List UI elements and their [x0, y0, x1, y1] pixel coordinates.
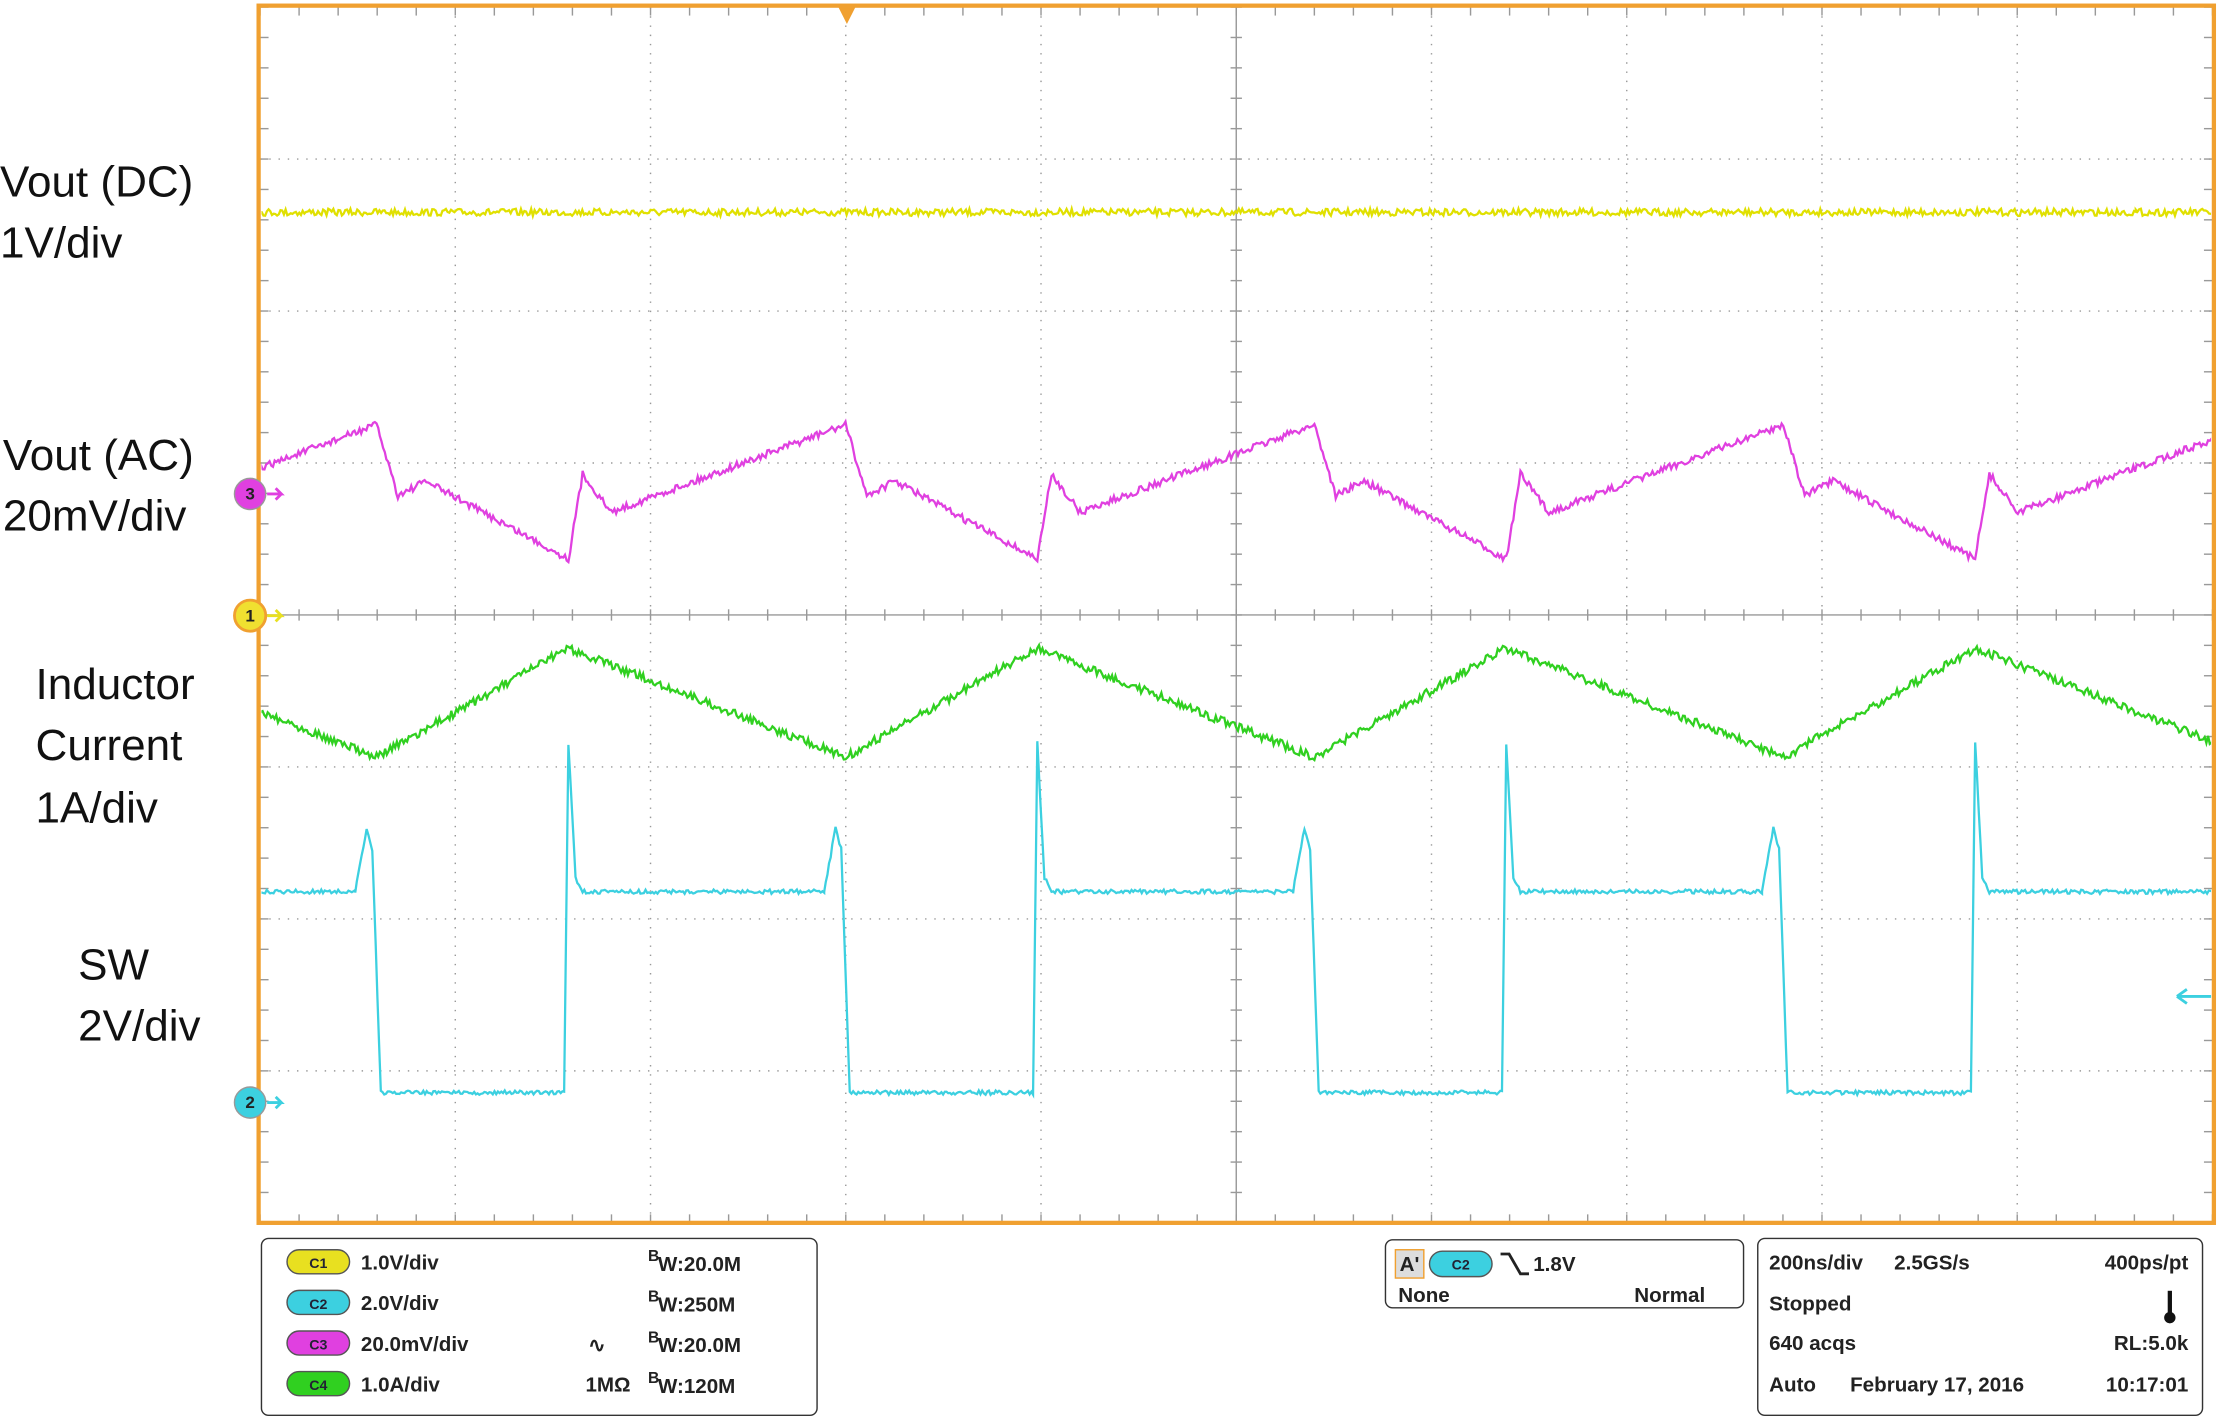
trace-inductor-current — [261, 642, 2212, 763]
channel-badge: C4 — [309, 1378, 327, 1394]
bandwidth-prefix: B — [648, 1329, 659, 1346]
trace-label: Inductor — [36, 660, 195, 709]
bandwidth-prefix: B — [648, 1370, 659, 1387]
marker-label: 3 — [245, 485, 254, 504]
bandwidth-prefix: B — [648, 1248, 659, 1265]
trigger-panel: A' C2 1.8V None Normal — [1384, 1239, 1745, 1309]
trace-scale: 1V/div — [0, 219, 122, 268]
channel-marker: 2 — [233, 1086, 285, 1119]
channel-bandwidth: W:20.0M — [658, 1253, 741, 1276]
trace-scale: 2V/div — [78, 1001, 200, 1050]
trace-label: Current — [36, 721, 183, 770]
acquisition-panel: 200ns/div 2.5GS/s 400ps/pt Stopped 640 a… — [1757, 1237, 2204, 1417]
trace-scale: 20mV/div — [3, 492, 187, 541]
trigger-badge: A' — [1400, 1253, 1420, 1276]
channel-badge-bg — [286, 1330, 351, 1356]
trace-vout-dc — [261, 204, 2212, 221]
channel-badge: C2 — [309, 1297, 327, 1313]
channel-badge-bg — [286, 1249, 351, 1275]
channel-badge: C1 — [309, 1256, 327, 1272]
trace-label: Vout (DC) — [0, 158, 193, 207]
marker-label: 2 — [245, 1093, 254, 1112]
trace-label: Vout (AC) — [3, 431, 194, 480]
channel-badge: C3 — [309, 1337, 327, 1353]
channel-bandwidth: W:250M — [658, 1294, 735, 1317]
trigger-mode: Auto — [1769, 1373, 1816, 1396]
acq-count: 640 acqs — [1769, 1332, 1856, 1355]
channel-impedance: 1MΩ — [585, 1373, 630, 1396]
channel-coupling: ∿ — [588, 1334, 605, 1357]
trigger-source: C2 — [1452, 1258, 1470, 1274]
trace-label: SW — [78, 940, 149, 989]
channel-scale: 2.0V/div — [361, 1292, 439, 1315]
channel-scale: 1.0A/div — [361, 1373, 441, 1396]
trigger-position — [838, 7, 856, 25]
channel-badge-bg — [286, 1289, 351, 1316]
marker-label: 1 — [245, 606, 254, 625]
trigger-level: 1.8V — [1533, 1253, 1576, 1276]
channel-badge-bg — [286, 1370, 351, 1397]
resolution: 400ps/pt — [2105, 1252, 2189, 1275]
time: 10:17:01 — [2106, 1373, 2188, 1396]
trigger-mode: Normal — [1634, 1284, 1705, 1307]
thermometer-icon — [2164, 1312, 2176, 1324]
channel-marker: 1 — [233, 598, 285, 633]
sample-rate: 2.5GS/s — [1894, 1252, 1970, 1275]
trigger-holdoff: None — [1398, 1284, 1449, 1307]
trace-sw — [261, 741, 2212, 1099]
waveforms — [261, 204, 2212, 1099]
channel-scale: 1.0V/div — [361, 1252, 439, 1275]
date: February 17, 2016 — [1850, 1373, 2024, 1396]
channel-marker: 3 — [233, 477, 285, 511]
bandwidth-prefix: B — [648, 1289, 659, 1306]
trace-scale: 1A/div — [36, 783, 158, 832]
channel-scale: 20.0mV/div — [361, 1333, 469, 1356]
trigger-level-arrow — [2176, 988, 2212, 1005]
timebase: 200ns/div — [1769, 1252, 1863, 1275]
graticule — [259, 6, 2214, 1224]
channel-bandwidth: W:120M — [658, 1375, 735, 1398]
channel-bandwidth: W:20.0M — [658, 1334, 741, 1357]
record-length: RL:5.0k — [2114, 1332, 2189, 1355]
trace-vout-ac — [261, 418, 2212, 565]
acq-state: Stopped — [1769, 1293, 1851, 1316]
